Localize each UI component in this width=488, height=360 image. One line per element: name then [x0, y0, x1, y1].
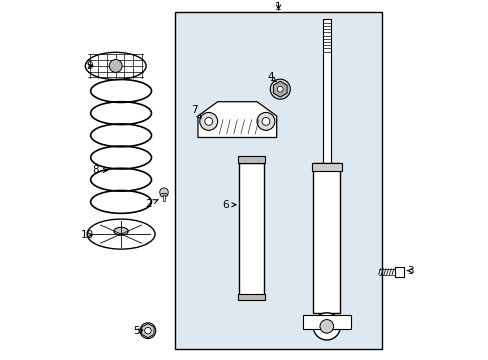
Circle shape [200, 112, 217, 130]
Bar [174, 12, 382, 348]
Text: 9: 9 [86, 61, 93, 71]
Bar [394, 267, 403, 277]
Bar [322, 19, 330, 173]
Polygon shape [198, 102, 276, 138]
Text: 10: 10 [81, 230, 94, 240]
Circle shape [262, 117, 269, 125]
Circle shape [109, 59, 122, 72]
Text: 6: 6 [222, 200, 235, 210]
Ellipse shape [87, 219, 155, 249]
Circle shape [277, 86, 283, 92]
Bar [238, 156, 264, 162]
Circle shape [319, 320, 333, 333]
Circle shape [160, 188, 168, 197]
Circle shape [257, 112, 274, 130]
Text: 8: 8 [92, 165, 107, 175]
Text: 1: 1 [275, 2, 281, 12]
Bar [311, 162, 341, 171]
Bar [162, 195, 165, 201]
Ellipse shape [85, 52, 146, 80]
Polygon shape [142, 324, 154, 338]
Circle shape [140, 323, 156, 338]
Ellipse shape [160, 193, 167, 197]
Circle shape [270, 79, 290, 99]
Circle shape [144, 328, 151, 334]
Ellipse shape [114, 227, 128, 235]
Bar [302, 315, 350, 329]
Text: 3: 3 [406, 266, 413, 275]
Text: 7: 7 [191, 105, 201, 119]
Circle shape [312, 313, 340, 340]
Bar [238, 294, 264, 300]
Bar [239, 162, 264, 295]
Text: 5: 5 [133, 327, 142, 336]
Polygon shape [273, 81, 286, 97]
Circle shape [204, 117, 212, 125]
Text: 4: 4 [266, 72, 276, 82]
Text: 2: 2 [145, 199, 158, 209]
Bar [313, 162, 340, 313]
